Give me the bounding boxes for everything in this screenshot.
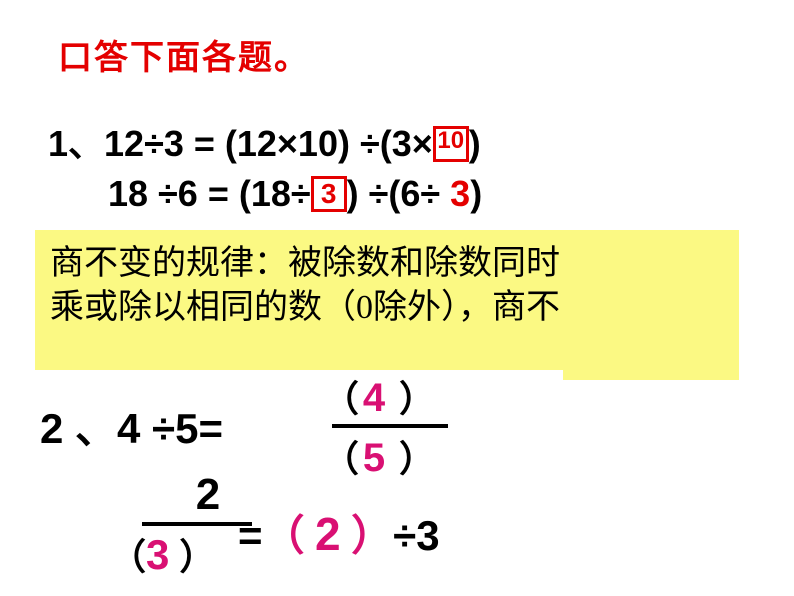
- q3-fraction-line: [142, 522, 252, 526]
- q2-denominator-value: 5: [359, 436, 389, 480]
- question-2-fraction: （4 ） （5 ）: [310, 370, 448, 482]
- question-3-right: =（ 2 ）÷3: [238, 502, 440, 563]
- question-2-label: 2 、4 ÷5=: [40, 395, 223, 456]
- question-1-line-2: 18 ÷6 = (18÷3) ÷(6÷ 3): [108, 170, 482, 215]
- q3-tail: ÷3: [393, 512, 439, 559]
- q1-line2-answer: 3: [450, 173, 470, 214]
- answer-box-1: 10: [433, 120, 469, 165]
- fraction-line: [332, 424, 448, 428]
- question-1-line-1: 1、12÷3 = (12×10) ÷(3×10): [48, 115, 481, 167]
- question-3-fraction: 2 （3 ）: [110, 470, 252, 580]
- q1-line2-suffix: ): [470, 173, 482, 214]
- q1-line2-prefix: 18 ÷6 = (18÷: [108, 173, 311, 214]
- q3-denominator: （3 ）: [110, 528, 252, 580]
- q1-line1-prefix: 1、12÷3 = (12×10) ÷(3×: [48, 123, 433, 164]
- q3-equals: =: [238, 512, 263, 559]
- q1-line2-mid: ) ÷(6÷: [347, 173, 451, 214]
- q1-line1-suffix: ): [469, 123, 481, 164]
- answer-box-2-value: 3: [321, 178, 337, 210]
- answer-box-1-value: 10: [437, 127, 464, 155]
- q3-denominator-value: 3: [146, 531, 169, 578]
- rule-line-1: 商不变的规律：被除数和除数同时: [50, 242, 560, 286]
- rule-line-2: 乘或除以相同的数（0除外），商不: [50, 286, 560, 330]
- q3-answer: 2: [315, 508, 341, 560]
- rule-text: 商不变的规律：被除数和除数同时 乘或除以相同的数（0除外），商不: [50, 242, 560, 330]
- page-title: 口答下面各题。: [58, 30, 310, 79]
- fraction-numerator: （4 ）: [310, 370, 448, 422]
- answer-box-2: 3: [311, 173, 347, 214]
- fraction-denominator: （5 ）: [310, 430, 448, 482]
- q2-numerator-value: 4: [359, 376, 389, 420]
- q3-numerator: 2: [110, 470, 252, 520]
